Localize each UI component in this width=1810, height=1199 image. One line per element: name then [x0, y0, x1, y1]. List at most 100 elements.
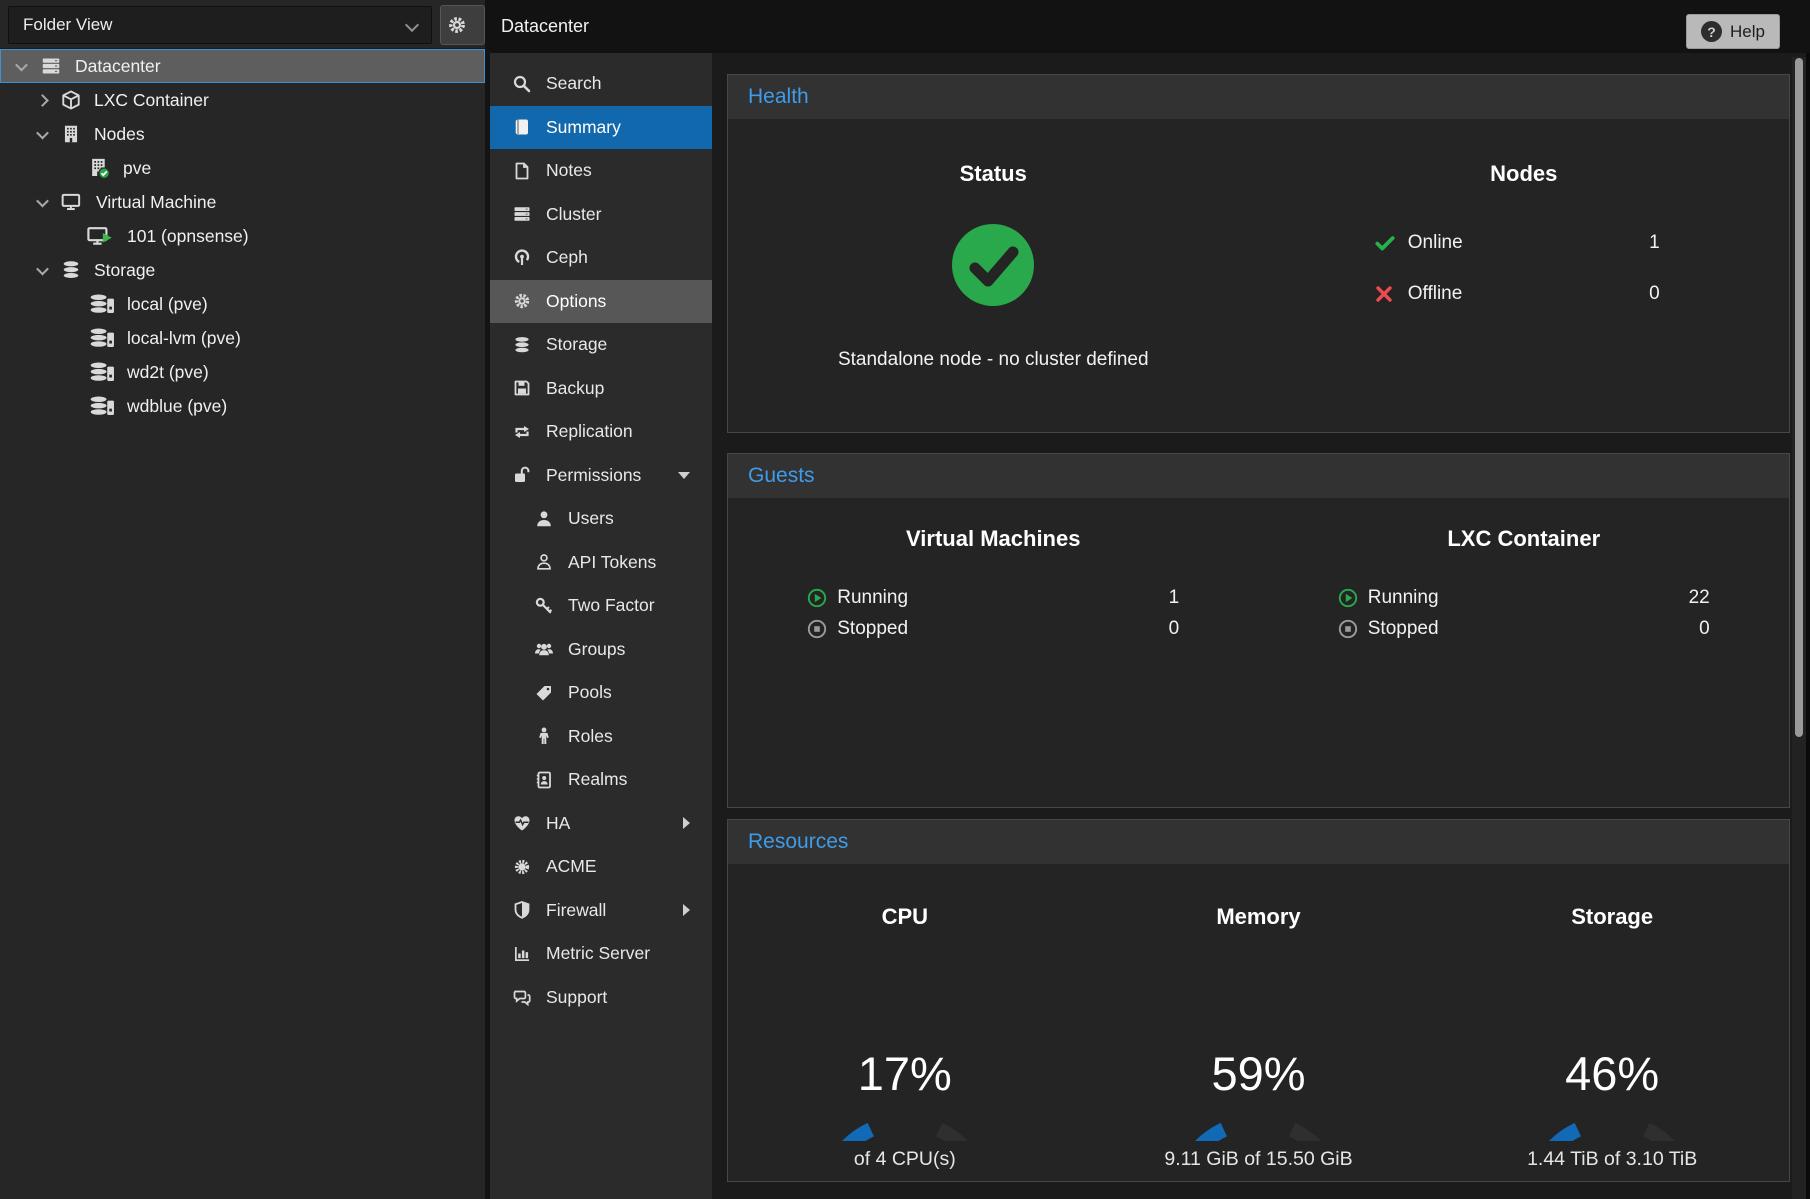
tree-item-lxc-container[interactable]: LXC Container [0, 83, 485, 117]
main-scrollbar[interactable] [1792, 57, 1806, 1199]
panel-splitter[interactable] [485, 49, 490, 1199]
view-selector-combobox[interactable]: Folder View [8, 6, 432, 44]
memory-heading: Memory [1216, 904, 1301, 929]
menu-item-options[interactable]: Options [490, 279, 712, 323]
tree-item-storage-wdblue[interactable]: wdblue (pve) [0, 389, 485, 423]
tree-item-label: local-lvm (pve) [127, 327, 241, 348]
tree-item-label: pve [123, 157, 152, 178]
server-stack-icon [42, 58, 60, 74]
tree-item-label: Datacenter [75, 55, 161, 76]
help-button[interactable]: ? Help [1686, 14, 1780, 49]
lxc-running-row: Running 22 [1338, 582, 1710, 613]
menu-item-label: ACME [546, 856, 597, 877]
menu-item-label: Backup [546, 377, 605, 398]
vm-stopped-row: Stopped 0 [807, 613, 1179, 644]
expander-down-icon[interactable] [36, 262, 49, 275]
check-icon [1374, 232, 1408, 254]
menu-item-storage[interactable]: Storage [490, 323, 712, 367]
tree-item-storage-wd2t[interactable]: wd2t (pve) [0, 355, 485, 389]
health-panel-title: Health [728, 75, 1789, 119]
vm-running-value: 1 [1168, 586, 1180, 608]
tree-item-vm-101[interactable]: 101 (opnsense) [0, 219, 485, 253]
tag-icon [533, 683, 555, 703]
page-title: Datacenter [501, 16, 590, 36]
tree-item-datacenter[interactable]: Datacenter [0, 49, 485, 83]
building-online-icon [92, 158, 110, 179]
resource-tree: Datacenter LXC Container Nodes [0, 49, 485, 423]
lxc-stopped-row: Stopped 0 [1338, 613, 1710, 644]
menu-item-label: Options [546, 290, 607, 311]
tree-item-storage-local-lvm[interactable]: local-lvm (pve) [0, 321, 485, 355]
tree-item-nodes[interactable]: Nodes [0, 117, 485, 151]
menu-item-label: Support [546, 986, 608, 1007]
tree-header: Folder View [0, 0, 485, 49]
tree-item-pve[interactable]: pve [0, 151, 485, 185]
replication-arrows-icon [511, 422, 533, 442]
menu-item-two-factor[interactable]: Two Factor [490, 584, 712, 628]
menu-item-label: Search [546, 73, 602, 94]
menu-item-firewall[interactable]: Firewall [490, 889, 712, 933]
menu-item-label: HA [546, 812, 571, 833]
tree-item-storage-local[interactable]: local (pve) [0, 287, 485, 321]
tree-item-storage[interactable]: Storage [0, 253, 485, 287]
storage-heading: Storage [1571, 904, 1654, 929]
lxc-stopped-value: 0 [1699, 617, 1710, 639]
menu-item-ha[interactable]: HA [490, 802, 712, 846]
menu-item-support[interactable]: Support [490, 976, 712, 1020]
menu-item-backup[interactable]: Backup [490, 367, 712, 411]
menu-item-summary[interactable]: Summary [490, 105, 712, 149]
tree-item-label: local (pve) [127, 293, 208, 314]
tree-item-virtual-machine[interactable]: Virtual Machine [0, 185, 485, 219]
menu-item-realms[interactable]: Realms [490, 758, 712, 802]
address-book-icon [533, 770, 555, 790]
menu-item-groups[interactable]: Groups [490, 628, 712, 672]
storage-detail: 1.44 TiB of 3.10 TiB [1527, 1148, 1698, 1170]
menu-item-users[interactable]: Users [490, 497, 712, 541]
search-icon [511, 74, 533, 94]
menu-item-api-tokens[interactable]: API Tokens [490, 541, 712, 585]
resource-tree-panel: Folder View Datacenter [0, 0, 485, 1199]
expander-right-icon[interactable] [36, 93, 49, 107]
resources-panel-title: Resources [728, 820, 1789, 864]
tree-item-label: Storage [94, 259, 156, 280]
caret-right-icon [683, 817, 690, 830]
nodes-heading: Nodes [1490, 161, 1558, 186]
menu-item-roles[interactable]: Roles [490, 715, 712, 759]
tree-settings-button[interactable] [440, 5, 485, 45]
question-circle-icon: ? [1701, 21, 1723, 42]
menu-item-cluster[interactable]: Cluster [490, 193, 712, 237]
tree-item-label: wdblue (pve) [127, 395, 228, 416]
menu-item-notes[interactable]: Notes [490, 149, 712, 193]
scrollbar-thumb[interactable] [1795, 58, 1803, 737]
menu-item-acme[interactable]: ACME [490, 845, 712, 889]
caret-down-icon [678, 471, 690, 479]
building-icon [64, 125, 78, 143]
guests-panel-title: Guests [728, 454, 1789, 498]
menu-item-label: Storage [546, 334, 608, 355]
expander-down-icon[interactable] [36, 126, 49, 139]
menu-item-permissions[interactable]: Permissions [490, 454, 712, 498]
menu-item-ceph[interactable]: Ceph [490, 236, 712, 280]
gear-icon [449, 17, 465, 33]
menu-item-search[interactable]: Search [490, 62, 712, 106]
menu-item-label: Roles [568, 725, 613, 746]
view-selector-value: Folder View [23, 15, 113, 34]
lxc-running-value: 22 [1688, 586, 1710, 608]
nodes-online-value: 1 [1649, 231, 1660, 253]
expander-down-icon[interactable] [15, 58, 28, 71]
nodes-offline-row: Offline 0 [1374, 268, 1674, 319]
cluster-status-column: Status Standalone node - no cluster defi… [728, 161, 1259, 371]
storage-percent: 46% [1565, 1047, 1660, 1100]
menu-item-label: Firewall [546, 899, 607, 920]
expander-down-icon[interactable] [36, 194, 49, 207]
menu-item-replication[interactable]: Replication [490, 410, 712, 454]
nodes-offline-label: Offline [1407, 282, 1463, 304]
menu-item-pools[interactable]: Pools [490, 671, 712, 715]
server-stack-icon [511, 204, 533, 224]
storage-drive-icon [90, 396, 114, 415]
menu-item-metric-server[interactable]: Metric Server [490, 932, 712, 976]
resources-panel: Resources CPU 17% of 4 CPU(s) Memory [727, 819, 1790, 1199]
memory-gauge: 59% [1165, 966, 1351, 1199]
user-icon [533, 509, 555, 529]
lxc-running-label: Running [1367, 586, 1439, 608]
